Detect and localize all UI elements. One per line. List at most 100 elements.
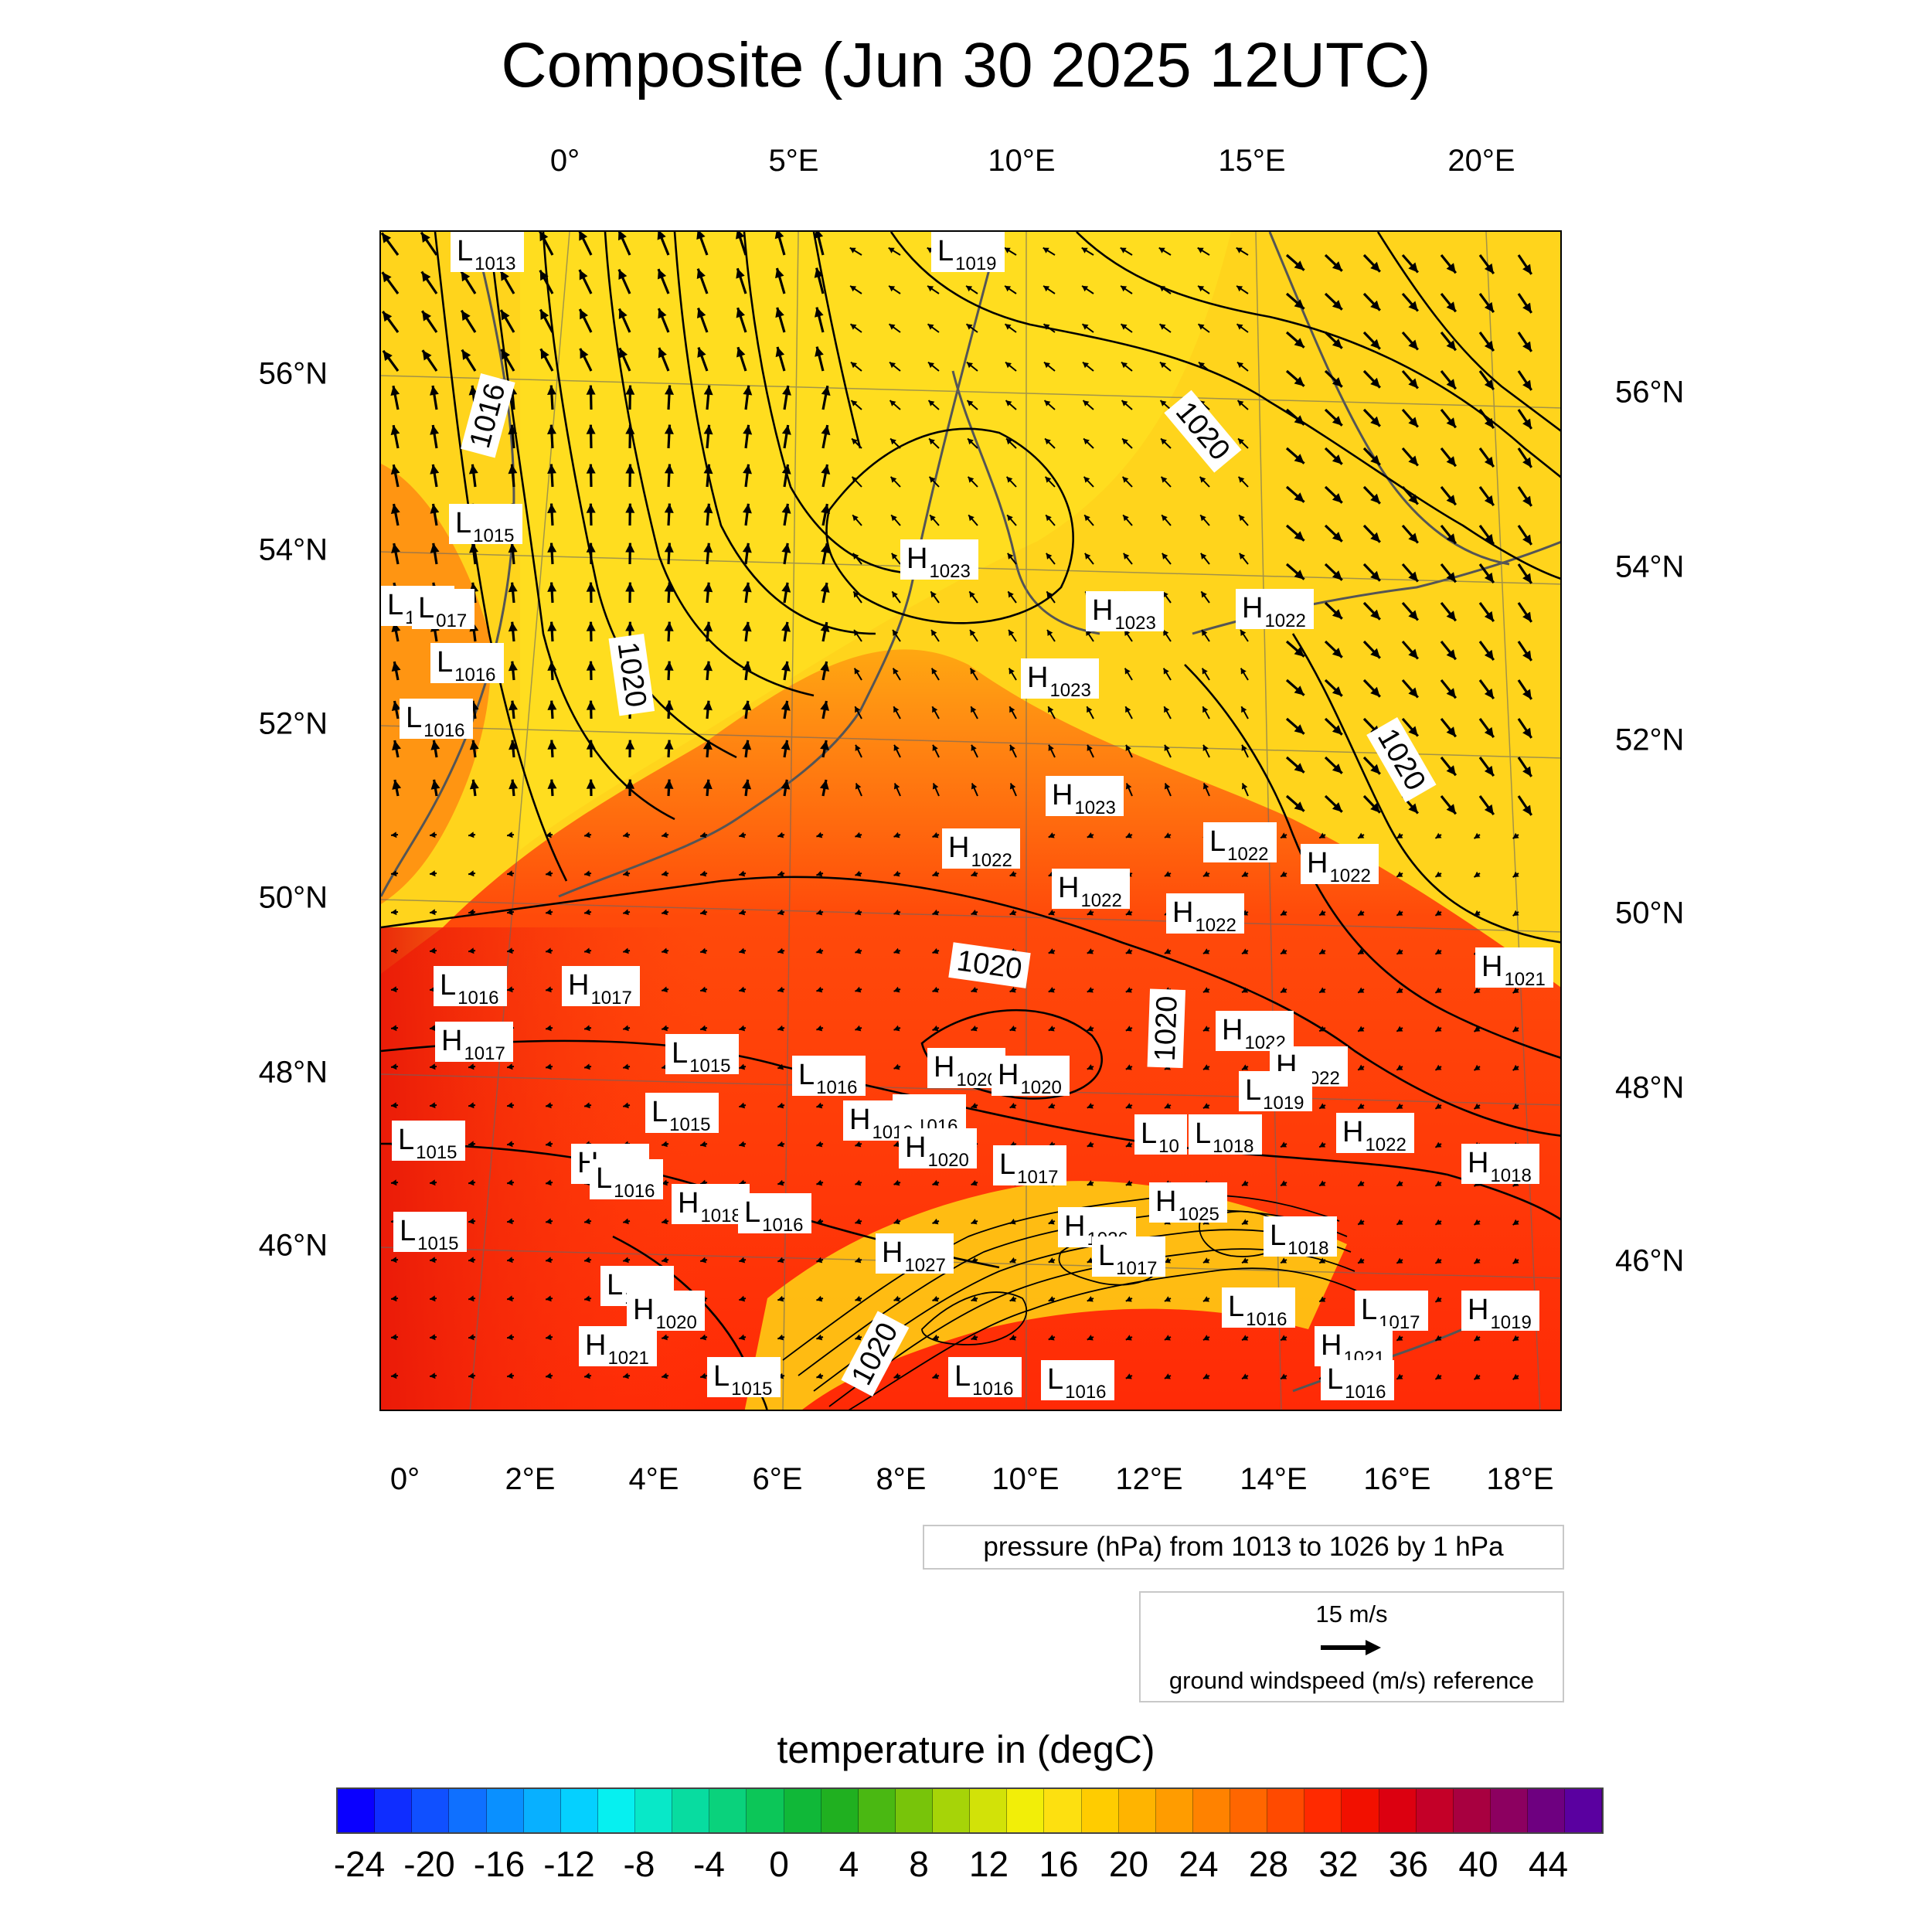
pressure-center-type: H — [585, 1329, 607, 1362]
wind-arrow-head — [1396, 1180, 1403, 1186]
wind-arrow-head — [1435, 1335, 1442, 1341]
pressure-center-value: 1020 — [655, 1312, 697, 1333]
wind-arrow-head — [657, 232, 666, 240]
wind-arrow-head — [1396, 1219, 1403, 1225]
wind-arrow-head — [816, 1334, 823, 1341]
pressure-center-type: H — [1468, 1294, 1489, 1326]
wind-arrow-head — [928, 362, 934, 369]
wind-arrow-head — [1197, 247, 1204, 253]
wind-arrow-head — [382, 272, 392, 283]
high-pressure-center: H1018 — [672, 1184, 750, 1226]
wind-arrow-head — [461, 349, 471, 360]
wind-arrow-head — [1294, 260, 1304, 270]
wind-arrow-head — [1474, 1064, 1481, 1070]
wind-arrow-head — [966, 285, 973, 292]
wind-arrow-head — [777, 1141, 784, 1148]
wind-arrow-head — [546, 909, 552, 916]
wind-arrow-head — [1474, 871, 1481, 877]
wind-arrow-head — [932, 1295, 939, 1302]
wind-arrow-head — [736, 347, 746, 358]
high-pressure-center: H1022 — [1166, 893, 1244, 935]
wind-arrow-head — [1370, 454, 1380, 465]
wind-arrow-head — [468, 1334, 474, 1341]
wind-arrow-head — [1332, 532, 1342, 542]
wind-arrow-head — [1048, 1296, 1055, 1302]
wind-vector-field — [381, 232, 1533, 1380]
wind-arrow-head — [1281, 1141, 1287, 1148]
left-lat-tick: 50°N — [258, 880, 328, 915]
wind-arrow-head — [775, 346, 785, 358]
wind-arrow-head — [1164, 1373, 1171, 1379]
wind-arrow-head — [1164, 832, 1171, 838]
low-pressure-center: L1018 — [1189, 1114, 1262, 1156]
wind-arrow-head — [932, 1179, 939, 1186]
pressure-center-value: 1016 — [816, 1077, 858, 1098]
pressure-center-type: L — [1141, 1117, 1158, 1150]
wind-arrow-head — [1164, 871, 1171, 877]
wind-arrow-head — [889, 324, 896, 330]
wind-arrow-head — [584, 1218, 590, 1225]
wind-arrow-head — [852, 515, 859, 522]
wind-arrow-head — [1009, 1257, 1016, 1264]
wind-arrow-head — [1396, 1103, 1403, 1109]
colorbar-swatch — [1379, 1789, 1417, 1832]
wind-arrow-head — [1198, 285, 1205, 292]
map-panel[interactable]: 1016 1020 1020 1020 1020 1020 1020 L1013… — [379, 230, 1562, 1411]
wind-arrow-head — [854, 668, 860, 675]
wind-arrow-head — [1121, 285, 1128, 292]
wind-arrow-head — [546, 1372, 552, 1379]
colorbar-swatch — [1416, 1789, 1454, 1832]
wind-arrow-head — [1164, 1296, 1171, 1302]
pressure-center-value: 1017 — [590, 988, 632, 1009]
pressure-center-value: 1021 — [1504, 969, 1546, 990]
wind-arrow-head — [1474, 1335, 1481, 1341]
wind-arrow-head — [815, 307, 824, 318]
wind-arrow-head — [893, 668, 899, 675]
wind-arrow-head — [625, 503, 635, 513]
wind-arrow-head — [743, 424, 753, 435]
pressure-center-value: 017 — [436, 611, 468, 631]
wind-arrow-head — [1332, 764, 1342, 774]
wind-arrow-head — [1202, 668, 1208, 675]
wind-arrow-head — [1358, 1257, 1365, 1264]
wind-arrow-head — [430, 425, 439, 435]
wind-arrow-head — [391, 1372, 397, 1379]
pressure-center-type: H — [1092, 594, 1114, 627]
wind-arrow-head — [855, 1179, 862, 1186]
wind-arrow-head — [430, 740, 440, 750]
wind-arrow-head — [1083, 476, 1090, 483]
wind-arrow-head — [1125, 744, 1131, 751]
wind-arrow-head — [971, 1026, 978, 1032]
wind-arrow-head — [777, 1334, 784, 1341]
wind-arrow-head — [700, 1372, 706, 1379]
pressure-center-type: L — [607, 1269, 624, 1301]
wind-arrow-head — [1043, 247, 1049, 253]
wind-arrow-head — [1009, 630, 1015, 636]
colorbar-swatch — [486, 1789, 524, 1832]
bottom-lon-tick: 6°E — [752, 1462, 803, 1496]
wind-arrow-head — [586, 543, 596, 553]
coastline-britain — [381, 232, 515, 897]
wind-arrow-head — [1435, 910, 1442, 916]
wind-arrow-head — [390, 425, 400, 436]
wind-arrow-head — [546, 832, 552, 838]
wind-arrow-head — [1332, 802, 1342, 812]
high-pressure-center: H1022 — [1301, 844, 1379, 886]
colorbar-swatch — [709, 1789, 747, 1832]
wind-arrow-head — [1474, 1219, 1481, 1225]
wind-arrow-head — [703, 700, 713, 711]
wind-arrow-head — [1162, 591, 1168, 598]
wind-arrow-head — [855, 986, 862, 993]
wind-arrow-head — [468, 832, 474, 838]
wind-arrow-head — [547, 464, 556, 474]
wind-arrow-head — [508, 464, 518, 474]
wind-arrow-head — [850, 324, 857, 330]
wind-arrow-head — [1239, 515, 1245, 522]
wind-arrow-head — [1125, 706, 1131, 713]
pressure-center-value: 1016 — [1345, 1382, 1386, 1403]
wind-arrow-head — [1237, 362, 1243, 369]
wind-arrow-head — [509, 779, 519, 790]
high-pressure-center: H1021 — [1315, 1326, 1393, 1368]
wind-arrow-head — [700, 1257, 706, 1264]
wind-arrow-head — [468, 1257, 474, 1264]
